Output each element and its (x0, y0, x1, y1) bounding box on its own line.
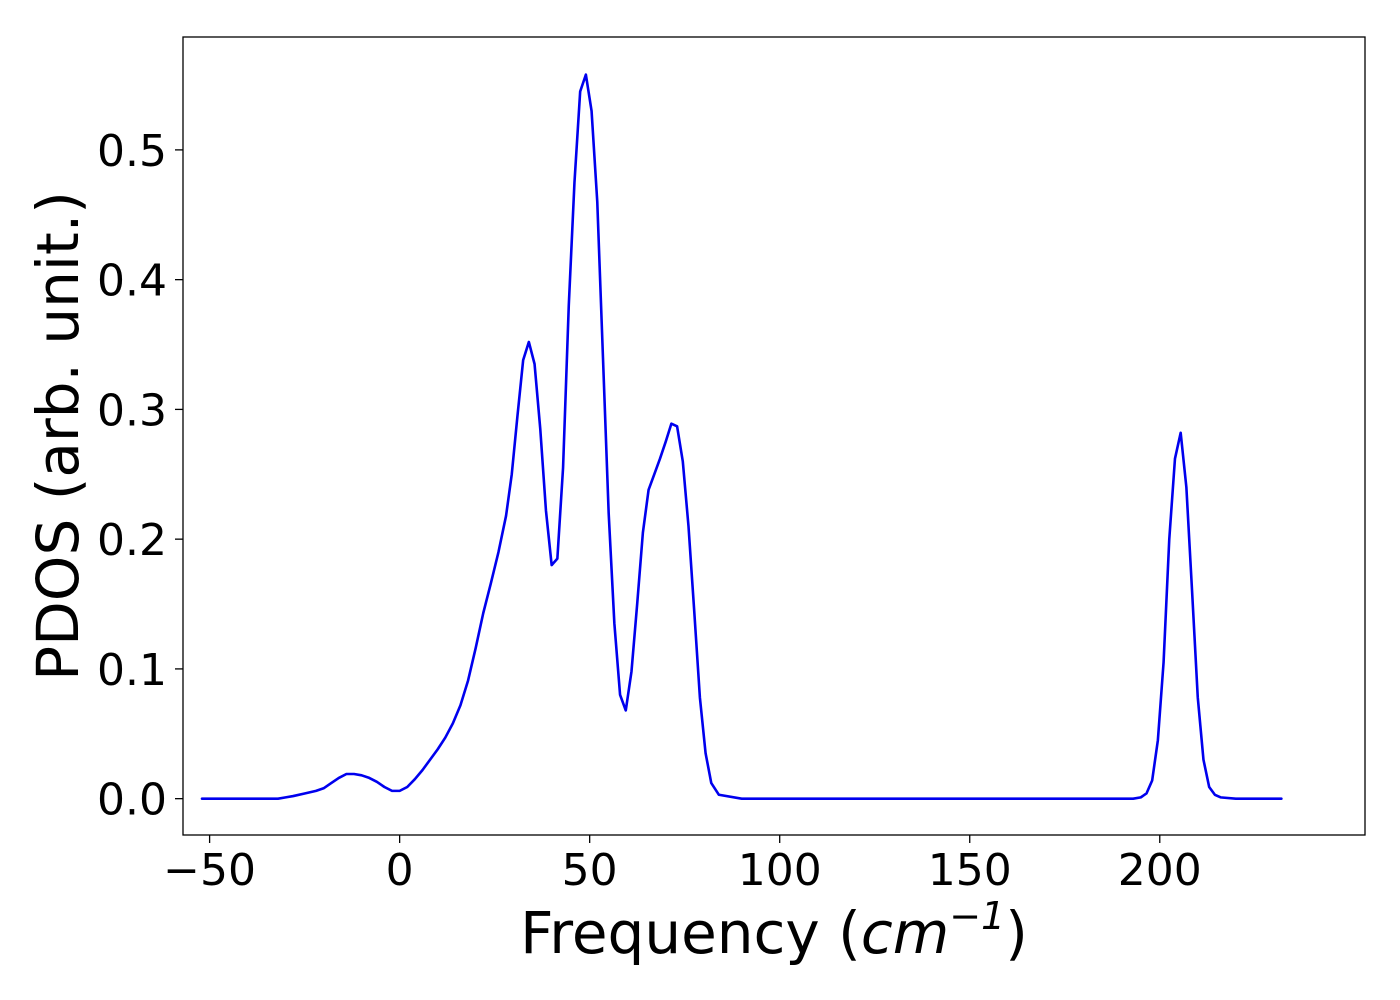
y-tick-label: 0.3 (97, 385, 167, 436)
x-tick-label: −50 (163, 845, 256, 896)
plot-area (182, 36, 1366, 836)
series-line-pdos (200, 73, 1283, 800)
y-axis-ticks: 0.0 0.1 0.2 0.3 0.4 0.5 (97, 126, 183, 826)
x-tick-label: 0 (386, 845, 414, 896)
x-axis-title: Frequency (cm−1) (520, 894, 1028, 967)
axes-frame (182, 36, 1366, 836)
y-tick-label: 0.2 (97, 515, 167, 566)
x-tick-label: 50 (562, 845, 618, 896)
x-tick-label: 100 (738, 845, 822, 896)
y-tick-label: 0.0 (97, 775, 167, 826)
y-tick-label: 0.5 (97, 126, 167, 177)
x-axis-ticks: −50 0 50 100 150 200 (163, 835, 1202, 896)
x-tick-label: 200 (1118, 845, 1202, 896)
y-tick-label: 0.1 (97, 645, 167, 696)
x-tick-label: 150 (928, 845, 1012, 896)
y-axis-title: PDOS (arb. unit.) (24, 191, 92, 681)
y-tick-label: 0.4 (97, 256, 167, 307)
